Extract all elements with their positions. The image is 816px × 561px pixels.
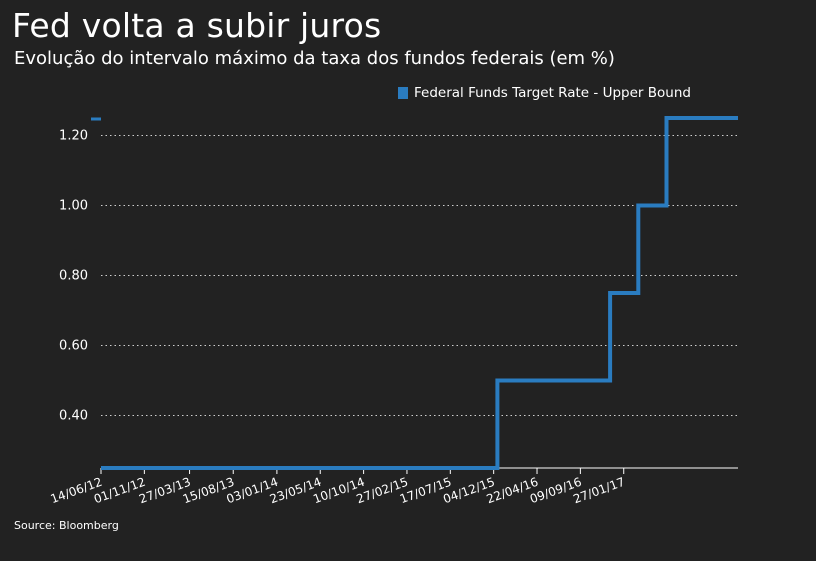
- y-tick-label: 0.60: [59, 339, 88, 354]
- y-tick-label: 1.00: [59, 199, 88, 214]
- source-note: Source: Bloomberg: [14, 519, 119, 532]
- chart-title: Fed volta a subir juros: [12, 6, 382, 45]
- chart-subtitle: Evolução do intervalo máximo da taxa dos…: [14, 48, 615, 69]
- y-tick-label: 0.40: [59, 409, 88, 424]
- legend: Federal Funds Target Rate - Upper Bound: [398, 85, 691, 101]
- y-tick-label: 0.80: [59, 269, 88, 284]
- y-tick-label: 1.20: [59, 129, 88, 144]
- legend-label: Federal Funds Target Rate - Upper Bound: [414, 85, 691, 101]
- legend-swatch: [398, 87, 408, 99]
- series-line-federal-funds: [101, 116, 738, 470]
